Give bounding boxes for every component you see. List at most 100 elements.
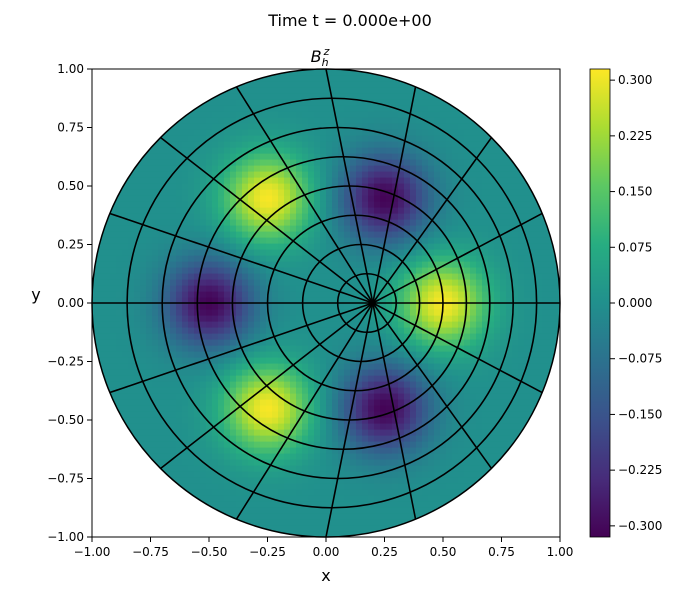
field-cell [266, 429, 273, 436]
field-cell [464, 201, 471, 208]
field-cell [278, 381, 285, 388]
field-cell [242, 219, 249, 226]
field-cell [104, 219, 111, 226]
field-cell [152, 267, 159, 274]
field-cell [512, 429, 519, 436]
field-cell [146, 321, 153, 328]
field-cell [134, 321, 141, 328]
field-cell [218, 339, 225, 346]
field-cell [296, 261, 303, 268]
field-cell [302, 525, 309, 532]
field-cell [236, 111, 243, 118]
field-cell [434, 453, 441, 460]
field-cell [350, 297, 357, 304]
field-cell [122, 345, 129, 352]
field-cell [302, 495, 309, 502]
field-cell [326, 111, 333, 118]
field-cell [272, 435, 279, 442]
field-cell [482, 453, 489, 460]
field-cell [470, 279, 477, 286]
field-cell [392, 93, 399, 100]
field-cell [434, 273, 441, 280]
field-cell [494, 153, 501, 160]
field-cell [380, 87, 387, 94]
field-cell [182, 369, 189, 376]
field-cell [428, 501, 435, 508]
field-cell [380, 273, 387, 280]
field-cell [500, 333, 507, 340]
field-cell [212, 501, 219, 508]
field-cell [308, 69, 315, 76]
field-cell [350, 531, 357, 537]
field-cell [494, 273, 501, 280]
field-cell [398, 363, 405, 370]
field-cell [140, 339, 147, 346]
field-cell [464, 207, 471, 214]
field-cell [482, 195, 489, 202]
field-cell [164, 243, 171, 250]
field-cell [194, 237, 201, 244]
field-cell [428, 141, 435, 148]
field-cell [470, 477, 477, 484]
field-cell [440, 237, 447, 244]
field-cell [512, 285, 519, 292]
field-cell [242, 477, 249, 484]
field-cell [362, 177, 369, 184]
field-cell [236, 429, 243, 436]
field-cell [266, 405, 273, 412]
field-cell [194, 381, 201, 388]
field-cell [206, 495, 213, 502]
field-cell [446, 291, 453, 298]
field-cell [536, 321, 543, 328]
field-cell [170, 201, 177, 208]
field-cell [254, 495, 261, 502]
field-cell [176, 315, 183, 322]
field-cell [380, 117, 387, 124]
field-cell [266, 459, 273, 466]
field-cell [110, 243, 117, 250]
field-cell [416, 183, 423, 190]
field-cell [248, 405, 255, 412]
field-cell [164, 399, 171, 406]
field-cell [110, 345, 117, 352]
field-cell [272, 99, 279, 106]
field-cell [338, 291, 345, 298]
field-cell [410, 351, 417, 358]
field-cell [254, 273, 261, 280]
field-cell [332, 417, 339, 424]
field-cell [320, 513, 327, 520]
field-cell [464, 219, 471, 226]
field-cell [236, 327, 243, 334]
field-cell [446, 237, 453, 244]
field-cell [200, 195, 207, 202]
field-cell [236, 219, 243, 226]
field-cell [428, 339, 435, 346]
field-cell [152, 219, 159, 226]
field-cell [146, 327, 153, 334]
field-cell [236, 123, 243, 130]
field-cell [284, 501, 291, 508]
field-cell [200, 105, 207, 112]
field-cell [116, 285, 123, 292]
field-cell [242, 411, 249, 418]
field-cell [158, 315, 165, 322]
field-cell [422, 501, 429, 508]
field-cell [296, 423, 303, 430]
field-cell [440, 345, 447, 352]
field-cell [218, 237, 225, 244]
field-cell [536, 213, 543, 220]
field-cell [116, 381, 123, 388]
field-cell [374, 411, 381, 418]
field-cell [434, 345, 441, 352]
field-cell [524, 369, 531, 376]
field-cell [182, 123, 189, 130]
field-cell [536, 261, 543, 268]
field-cell [260, 129, 267, 136]
field-cell [362, 81, 369, 88]
field-cell [434, 435, 441, 442]
field-cell [158, 405, 165, 412]
field-cell [464, 189, 471, 196]
field-cell [356, 309, 363, 316]
field-cell [524, 243, 531, 250]
field-cell [320, 195, 327, 202]
